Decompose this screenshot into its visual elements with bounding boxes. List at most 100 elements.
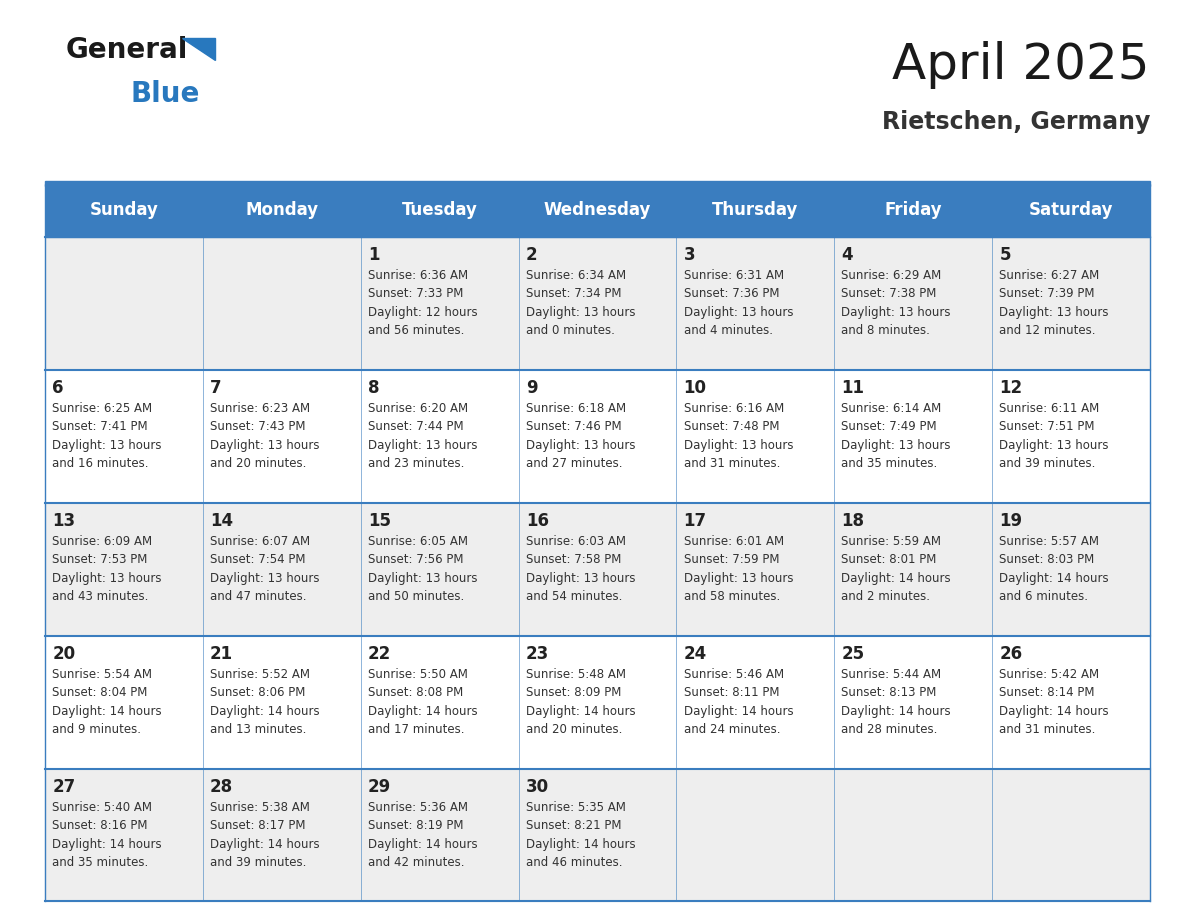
Bar [676, 635, 834, 768]
Bar [676, 184, 834, 237]
Text: Sunrise: 6:23 AM
Sunset: 7:43 PM
Daylight: 13 hours
and 20 minutes.: Sunrise: 6:23 AM Sunset: 7:43 PM Dayligh… [210, 402, 320, 470]
Text: Sunrise: 6:14 AM
Sunset: 7:49 PM
Daylight: 13 hours
and 35 minutes.: Sunrise: 6:14 AM Sunset: 7:49 PM Dayligh… [841, 402, 950, 470]
Bar [519, 237, 676, 370]
Text: Sunrise: 6:11 AM
Sunset: 7:51 PM
Daylight: 13 hours
and 39 minutes.: Sunrise: 6:11 AM Sunset: 7:51 PM Dayligh… [999, 402, 1108, 470]
Text: Blue: Blue [131, 80, 200, 108]
Bar [45, 237, 203, 370]
Bar [834, 503, 992, 635]
Text: Thursday: Thursday [713, 201, 798, 219]
Text: Sunday: Sunday [89, 201, 158, 219]
Bar [45, 768, 203, 901]
Text: Sunrise: 6:25 AM
Sunset: 7:41 PM
Daylight: 13 hours
and 16 minutes.: Sunrise: 6:25 AM Sunset: 7:41 PM Dayligh… [52, 402, 162, 470]
Text: 3: 3 [683, 246, 695, 264]
Text: Sunrise: 5:46 AM
Sunset: 8:11 PM
Daylight: 14 hours
and 24 minutes.: Sunrise: 5:46 AM Sunset: 8:11 PM Dayligh… [683, 667, 794, 736]
Bar [203, 635, 361, 768]
Bar [676, 503, 834, 635]
Text: 23: 23 [526, 644, 549, 663]
Text: Sunrise: 5:40 AM
Sunset: 8:16 PM
Daylight: 14 hours
and 35 minutes.: Sunrise: 5:40 AM Sunset: 8:16 PM Dayligh… [52, 800, 162, 869]
Text: 16: 16 [526, 512, 549, 530]
Text: Rietschen, Germany: Rietschen, Germany [881, 110, 1150, 134]
Text: 28: 28 [210, 778, 233, 796]
Bar [45, 503, 203, 635]
Text: Tuesday: Tuesday [402, 201, 478, 219]
Text: 22: 22 [368, 644, 391, 663]
Text: 15: 15 [368, 512, 391, 530]
Text: Wednesday: Wednesday [544, 201, 651, 219]
Text: 13: 13 [52, 512, 75, 530]
Text: Sunrise: 5:50 AM
Sunset: 8:08 PM
Daylight: 14 hours
and 17 minutes.: Sunrise: 5:50 AM Sunset: 8:08 PM Dayligh… [368, 667, 478, 736]
Text: 4: 4 [841, 246, 853, 264]
Bar [676, 237, 834, 370]
Bar [203, 768, 361, 901]
Text: 30: 30 [526, 778, 549, 796]
Bar [203, 503, 361, 635]
Bar [992, 370, 1150, 503]
Text: Sunrise: 5:59 AM
Sunset: 8:01 PM
Daylight: 14 hours
and 2 minutes.: Sunrise: 5:59 AM Sunset: 8:01 PM Dayligh… [841, 535, 952, 603]
Text: 20: 20 [52, 644, 75, 663]
Text: Sunrise: 6:29 AM
Sunset: 7:38 PM
Daylight: 13 hours
and 8 minutes.: Sunrise: 6:29 AM Sunset: 7:38 PM Dayligh… [841, 269, 950, 338]
Text: 8: 8 [368, 379, 379, 397]
Text: Sunrise: 5:48 AM
Sunset: 8:09 PM
Daylight: 14 hours
and 20 minutes.: Sunrise: 5:48 AM Sunset: 8:09 PM Dayligh… [526, 667, 636, 736]
Bar [361, 237, 519, 370]
Bar [361, 768, 519, 901]
Bar [676, 768, 834, 901]
Text: 26: 26 [999, 644, 1023, 663]
Bar [992, 768, 1150, 901]
Text: Friday: Friday [884, 201, 942, 219]
Text: Sunrise: 5:35 AM
Sunset: 8:21 PM
Daylight: 14 hours
and 46 minutes.: Sunrise: 5:35 AM Sunset: 8:21 PM Dayligh… [526, 800, 636, 869]
Text: 21: 21 [210, 644, 233, 663]
Text: Sunrise: 5:44 AM
Sunset: 8:13 PM
Daylight: 14 hours
and 28 minutes.: Sunrise: 5:44 AM Sunset: 8:13 PM Dayligh… [841, 667, 952, 736]
Text: 11: 11 [841, 379, 865, 397]
Text: Sunrise: 5:36 AM
Sunset: 8:19 PM
Daylight: 14 hours
and 42 minutes.: Sunrise: 5:36 AM Sunset: 8:19 PM Dayligh… [368, 800, 478, 869]
Text: Sunrise: 6:09 AM
Sunset: 7:53 PM
Daylight: 13 hours
and 43 minutes.: Sunrise: 6:09 AM Sunset: 7:53 PM Dayligh… [52, 535, 162, 603]
Bar [834, 237, 992, 370]
Text: 14: 14 [210, 512, 233, 530]
Text: April 2025: April 2025 [892, 41, 1150, 89]
Bar [45, 181, 1150, 185]
Bar [992, 503, 1150, 635]
Polygon shape [182, 38, 215, 60]
Text: 5: 5 [999, 246, 1011, 264]
Bar [519, 370, 676, 503]
Text: Sunrise: 6:34 AM
Sunset: 7:34 PM
Daylight: 13 hours
and 0 minutes.: Sunrise: 6:34 AM Sunset: 7:34 PM Dayligh… [526, 269, 636, 338]
Text: Sunrise: 5:38 AM
Sunset: 8:17 PM
Daylight: 14 hours
and 39 minutes.: Sunrise: 5:38 AM Sunset: 8:17 PM Dayligh… [210, 800, 320, 869]
Text: 12: 12 [999, 379, 1023, 397]
Text: Sunrise: 6:20 AM
Sunset: 7:44 PM
Daylight: 13 hours
and 23 minutes.: Sunrise: 6:20 AM Sunset: 7:44 PM Dayligh… [368, 402, 478, 470]
Bar [834, 768, 992, 901]
Bar [519, 503, 676, 635]
Text: 9: 9 [526, 379, 537, 397]
Bar [992, 237, 1150, 370]
Text: Sunrise: 6:18 AM
Sunset: 7:46 PM
Daylight: 13 hours
and 27 minutes.: Sunrise: 6:18 AM Sunset: 7:46 PM Dayligh… [526, 402, 636, 470]
Text: 17: 17 [683, 512, 707, 530]
Bar [203, 370, 361, 503]
Bar [519, 635, 676, 768]
Text: Monday: Monday [246, 201, 318, 219]
Text: 19: 19 [999, 512, 1023, 530]
Text: 29: 29 [368, 778, 391, 796]
Text: Sunrise: 5:57 AM
Sunset: 8:03 PM
Daylight: 14 hours
and 6 minutes.: Sunrise: 5:57 AM Sunset: 8:03 PM Dayligh… [999, 535, 1108, 603]
Bar [992, 184, 1150, 237]
Bar [361, 184, 519, 237]
Text: Sunrise: 6:05 AM
Sunset: 7:56 PM
Daylight: 13 hours
and 50 minutes.: Sunrise: 6:05 AM Sunset: 7:56 PM Dayligh… [368, 535, 478, 603]
Bar [834, 635, 992, 768]
Text: Sunrise: 5:52 AM
Sunset: 8:06 PM
Daylight: 14 hours
and 13 minutes.: Sunrise: 5:52 AM Sunset: 8:06 PM Dayligh… [210, 667, 320, 736]
Bar [45, 635, 203, 768]
Bar [834, 184, 992, 237]
Bar [676, 370, 834, 503]
Text: General: General [65, 36, 188, 64]
Text: 24: 24 [683, 644, 707, 663]
Text: 7: 7 [210, 379, 222, 397]
Bar [834, 370, 992, 503]
Text: 2: 2 [526, 246, 537, 264]
Text: Sunrise: 6:03 AM
Sunset: 7:58 PM
Daylight: 13 hours
and 54 minutes.: Sunrise: 6:03 AM Sunset: 7:58 PM Dayligh… [526, 535, 636, 603]
Text: Sunrise: 6:01 AM
Sunset: 7:59 PM
Daylight: 13 hours
and 58 minutes.: Sunrise: 6:01 AM Sunset: 7:59 PM Dayligh… [683, 535, 794, 603]
Bar [203, 237, 361, 370]
Text: Sunrise: 5:42 AM
Sunset: 8:14 PM
Daylight: 14 hours
and 31 minutes.: Sunrise: 5:42 AM Sunset: 8:14 PM Dayligh… [999, 667, 1108, 736]
Bar [361, 635, 519, 768]
Bar [203, 184, 361, 237]
Text: Sunrise: 6:31 AM
Sunset: 7:36 PM
Daylight: 13 hours
and 4 minutes.: Sunrise: 6:31 AM Sunset: 7:36 PM Dayligh… [683, 269, 794, 338]
Text: Sunrise: 6:07 AM
Sunset: 7:54 PM
Daylight: 13 hours
and 47 minutes.: Sunrise: 6:07 AM Sunset: 7:54 PM Dayligh… [210, 535, 320, 603]
Text: 18: 18 [841, 512, 865, 530]
Text: 27: 27 [52, 778, 76, 796]
Text: Sunrise: 6:36 AM
Sunset: 7:33 PM
Daylight: 12 hours
and 56 minutes.: Sunrise: 6:36 AM Sunset: 7:33 PM Dayligh… [368, 269, 478, 338]
